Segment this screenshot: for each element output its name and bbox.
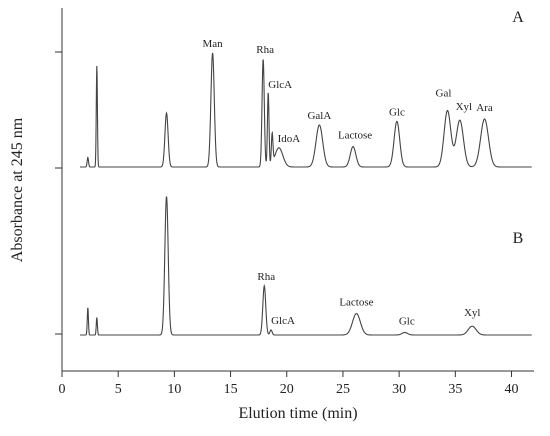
x-tick-label: 15 — [224, 382, 238, 397]
peak-label: Man — [203, 38, 224, 50]
peak-label: GlcA — [268, 79, 292, 91]
x-tick-label: 10 — [167, 382, 181, 397]
peak-label: Glc — [389, 106, 405, 118]
x-tick-label: 30 — [392, 382, 406, 397]
peak-label: Glc — [399, 315, 415, 327]
peak-label: Gal — [436, 87, 452, 99]
x-tick-label: 40 — [505, 382, 519, 397]
panel-label-b: B — [513, 230, 524, 247]
x-tick-label: 20 — [280, 382, 294, 397]
x-axis-title: Elution time (min) — [238, 405, 357, 422]
x-tick-label: 25 — [336, 382, 350, 397]
chromatogram-traces — [79, 52, 532, 336]
peak-label: GlcA — [271, 315, 295, 327]
x-tick-label: 35 — [448, 382, 462, 397]
peak-label: Xyl — [456, 101, 473, 113]
x-axis-ticks: 0 5 10 15 20 25 30 35 40 — [59, 371, 519, 397]
peak-label: Ara — [476, 102, 493, 114]
x-tick-label: 0 — [59, 382, 66, 397]
trace-panel-a — [79, 52, 532, 168]
panel-label-a: A — [512, 9, 524, 26]
peak-label: Lactose — [339, 297, 373, 309]
peak-label: GalA — [307, 110, 331, 122]
x-tick-label: 5 — [115, 382, 122, 397]
peak-label: Xyl — [464, 307, 481, 319]
peak-label: Rha — [257, 271, 275, 283]
peak-label: Lactose — [338, 130, 372, 142]
peak-label: IdoA — [278, 133, 301, 145]
peak-label: Rha — [256, 44, 274, 56]
y-axis-title: Absorbance at 245 nm — [9, 117, 26, 262]
trace-panel-b — [79, 196, 532, 336]
